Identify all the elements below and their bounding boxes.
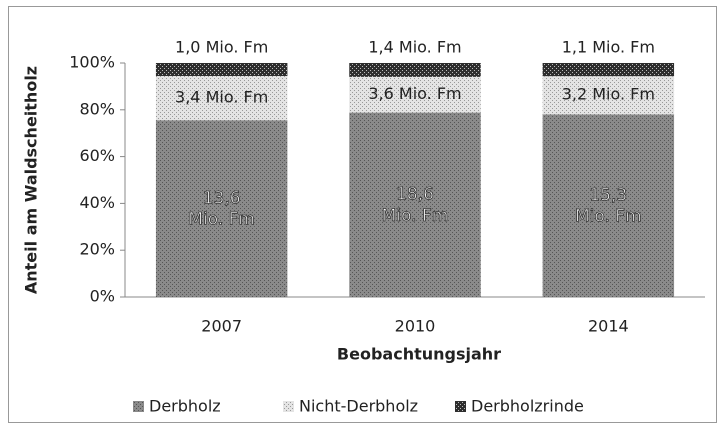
bar-segment [155,120,288,297]
legend-swatch [283,401,294,412]
data-label: 1,1 Mio. Fm [562,38,655,57]
bar-segment [155,76,288,121]
data-label: 15,3 Mio. Fm [575,185,642,226]
data-label: 18,6 Mio. Fm [382,185,449,226]
y-axis-title: Anteil am Waldscheitholz [22,66,41,294]
x-tick-label: 2010 [395,317,436,336]
data-label: 1,0 Mio. Fm [175,38,268,57]
data-label: 1,4 Mio. Fm [368,38,461,57]
legend-swatch [133,401,144,412]
bar-segment [542,114,675,297]
legend-label: Derbholzrinde [471,397,584,416]
y-tick-label: 60% [79,146,115,165]
bar-segment [155,63,288,76]
x-axis-title: Beobachtungsjahr [337,345,501,364]
bar-segment [349,63,481,77]
legend-label: Nicht-Derbholz [299,397,418,416]
data-label: 13,6 Mio. Fm [188,188,255,229]
legend-swatch [455,401,466,412]
bar-segment [542,63,675,77]
bar-segment [349,76,481,113]
bar-segment [542,76,675,115]
y-tick-label: 0% [90,287,115,306]
x-tick-label: 2014 [588,317,629,336]
data-label: 3,4 Mio. Fm [175,88,268,107]
legend-label: Derbholz [149,397,221,416]
data-label: 3,6 Mio. Fm [368,84,461,103]
x-tick-label: 2007 [201,317,242,336]
y-tick-label: 20% [79,240,115,259]
y-tick-label: 40% [79,193,115,212]
y-tick-label: 100% [69,53,115,72]
y-tick-label: 80% [79,99,115,118]
data-label: 3,2 Mio. Fm [562,85,655,104]
bar-segment [349,112,481,298]
